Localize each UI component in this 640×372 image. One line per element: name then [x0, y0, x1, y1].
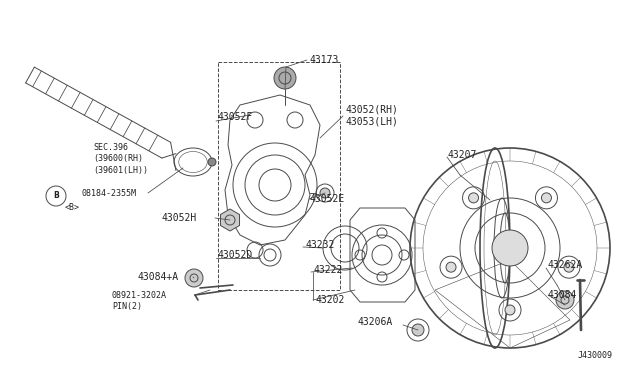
Text: 43207: 43207 [448, 150, 477, 160]
Text: 43202: 43202 [315, 295, 344, 305]
Text: 43052(RH): 43052(RH) [345, 105, 398, 115]
Text: SEC.396: SEC.396 [93, 144, 128, 153]
Text: 43052H: 43052H [161, 213, 196, 223]
Text: 43052E: 43052E [310, 194, 345, 204]
Polygon shape [220, 209, 239, 231]
Text: J430009: J430009 [578, 350, 613, 359]
Text: 08921-3202A: 08921-3202A [112, 292, 167, 301]
Text: 43084: 43084 [548, 290, 577, 300]
Text: 43053(LH): 43053(LH) [345, 117, 398, 127]
Circle shape [320, 188, 330, 198]
Circle shape [185, 269, 203, 287]
Circle shape [541, 193, 552, 203]
Text: PIN(2): PIN(2) [112, 302, 142, 311]
Text: 43173: 43173 [310, 55, 339, 65]
Text: 43222: 43222 [313, 265, 342, 275]
Text: 43084+A: 43084+A [138, 272, 179, 282]
Text: (39600(RH): (39600(RH) [93, 154, 143, 164]
Circle shape [274, 67, 296, 89]
Circle shape [208, 158, 216, 166]
Text: 43052F: 43052F [218, 112, 253, 122]
Text: 43206A: 43206A [358, 317, 393, 327]
Text: (39601(LH)): (39601(LH)) [93, 166, 148, 174]
Circle shape [556, 291, 574, 309]
Circle shape [446, 262, 456, 272]
Circle shape [492, 230, 528, 266]
Circle shape [412, 324, 424, 336]
Circle shape [564, 262, 574, 272]
Text: B: B [53, 192, 59, 201]
Circle shape [505, 305, 515, 315]
Text: 43052D: 43052D [218, 250, 253, 260]
Text: 43262A: 43262A [548, 260, 583, 270]
Text: 08184-2355M: 08184-2355M [81, 189, 136, 198]
Text: 43232: 43232 [305, 240, 334, 250]
Circle shape [468, 193, 479, 203]
Text: <B>: <B> [65, 202, 80, 212]
